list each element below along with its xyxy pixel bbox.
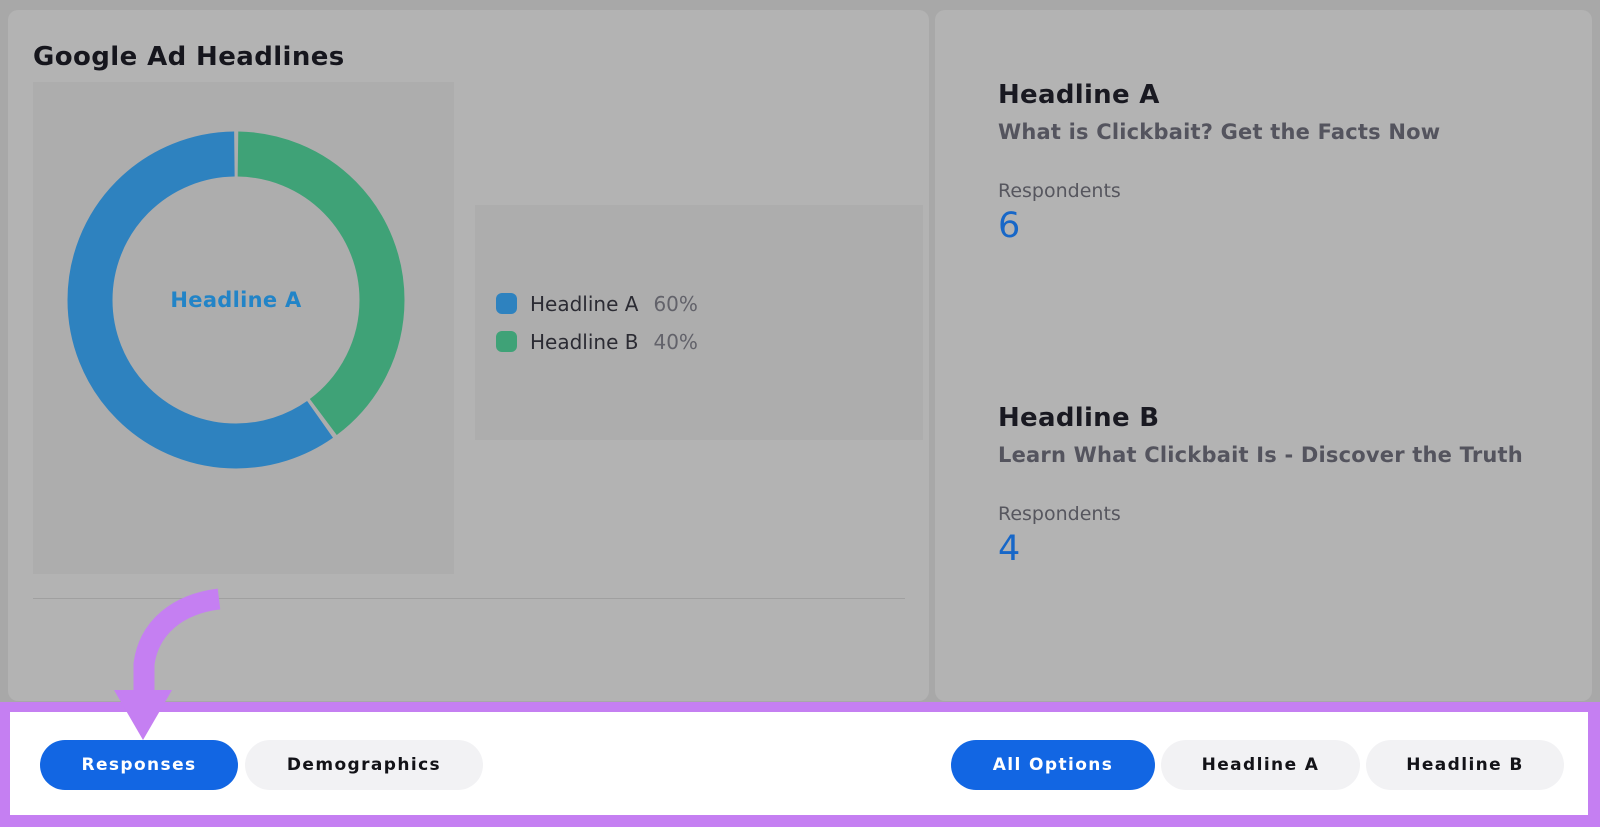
legend-label: Headline A [530, 291, 639, 316]
donut-segment-headline-a[interactable] [67, 131, 405, 469]
result-block-headline-b: Headline B Learn What Clickbait Is - Dis… [998, 403, 1558, 569]
results-card: Headline A What is Clickbait? Get the Fa… [935, 10, 1592, 701]
legend-item: Headline A 60% [496, 292, 923, 316]
legend-value: 60% [653, 291, 698, 316]
legend-label: Headline B [530, 329, 639, 354]
result-title: Headline A [998, 80, 1160, 110]
legend-value: 40% [653, 329, 698, 354]
donut-center-label: Headline A [170, 288, 302, 312]
result-title: Headline B [998, 403, 1160, 433]
respondents-count: 4 [998, 529, 1021, 569]
tab-all-options[interactable]: All Options [951, 740, 1155, 790]
tab-headline-a[interactable]: Headline A [1161, 740, 1360, 790]
result-subtitle: Learn What Clickbait Is - Discover the T… [998, 443, 1523, 467]
donut-chart-panel: Headline A [33, 82, 454, 574]
donut-chart: Headline A [64, 128, 408, 472]
donut-segment-headline-b[interactable] [67, 131, 405, 469]
chart-legend: Headline A 60% Headline B 40% [475, 205, 923, 440]
respondents-label: Respondents [998, 503, 1121, 525]
legend-swatch-green-icon [496, 331, 517, 352]
legend-swatch-blue-icon [496, 293, 517, 314]
horizontal-divider [33, 598, 905, 599]
tab-responses[interactable]: Responses [40, 740, 238, 790]
chart-card: Google Ad Headlines Headline A Headline … [8, 10, 929, 701]
respondents-count: 6 [998, 206, 1021, 246]
tab-headline-b[interactable]: Headline B [1366, 740, 1564, 790]
donut-svg [67, 131, 405, 469]
bottom-tab-bar: Responses Demographics All Options Headl… [10, 712, 1588, 815]
respondents-label: Respondents [998, 180, 1121, 202]
legend-item: Headline B 40% [496, 330, 923, 354]
result-block-headline-a: Headline A What is Clickbait? Get the Fa… [998, 80, 1558, 246]
tab-demographics[interactable]: Demographics [245, 740, 483, 790]
page-title: Google Ad Headlines [33, 42, 345, 72]
annotation-highlight-frame: Responses Demographics All Options Headl… [0, 702, 1600, 827]
result-subtitle: What is Clickbait? Get the Facts Now [998, 120, 1441, 144]
